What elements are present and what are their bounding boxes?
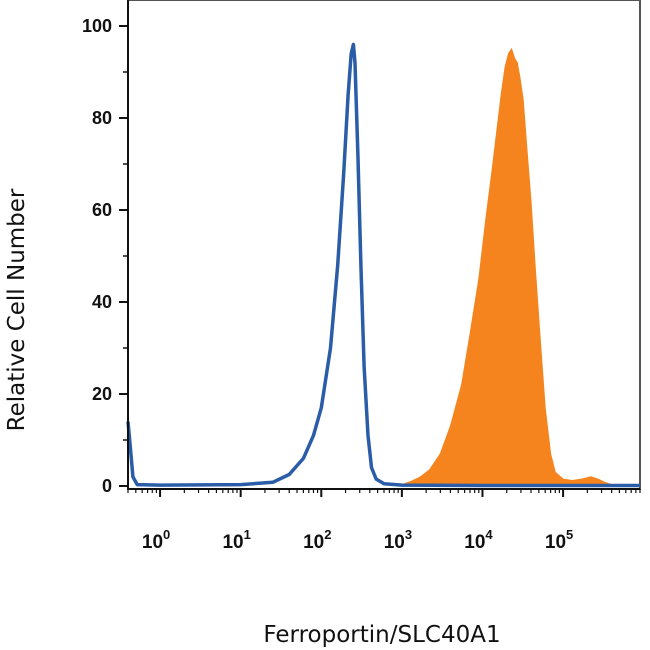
x-tick-label: 103 [384,527,412,553]
y-axis: 0 20 40 60 80 100 [82,0,129,496]
x-tick-base: 10 [303,532,324,553]
x-tick-exponent: 3 [405,527,412,542]
y-axis-title: Relative Cell Number [4,188,30,431]
x-axis: 100 101 102 103 104 105 [127,488,641,553]
x-tick-base: 10 [545,532,566,553]
y-tick-label: 0 [102,476,112,496]
x-tick-label: 104 [464,527,493,553]
y-tick-label: 100 [82,16,112,36]
y-tick-label: 80 [92,108,112,128]
series-1-area [401,47,620,487]
y-tick-label: 60 [92,200,112,220]
x-tick-base: 10 [384,532,405,553]
x-tick-label: 102 [303,527,331,553]
plot-frame [127,0,641,490]
x-tick-label: 100 [142,527,170,553]
x-tick-exponent: 0 [163,527,170,542]
series-0-line [126,42,640,488]
x-tick-label: 105 [545,527,573,553]
x-tick-base: 10 [464,532,485,553]
x-tick-base: 10 [142,532,163,553]
x-axis-title: Ferroportin/SLC40A1 [263,622,500,648]
y-tick-label: 20 [92,384,112,404]
x-tick-exponent: 2 [324,527,331,542]
x-tick-exponent: 1 [244,527,251,542]
x-tick-exponent: 5 [566,527,573,542]
x-tick-exponent: 4 [485,527,493,542]
x-tick-base: 10 [222,532,243,553]
y-tick-label: 40 [92,292,112,312]
x-tick-label: 101 [222,527,250,553]
series-layer [126,42,640,488]
